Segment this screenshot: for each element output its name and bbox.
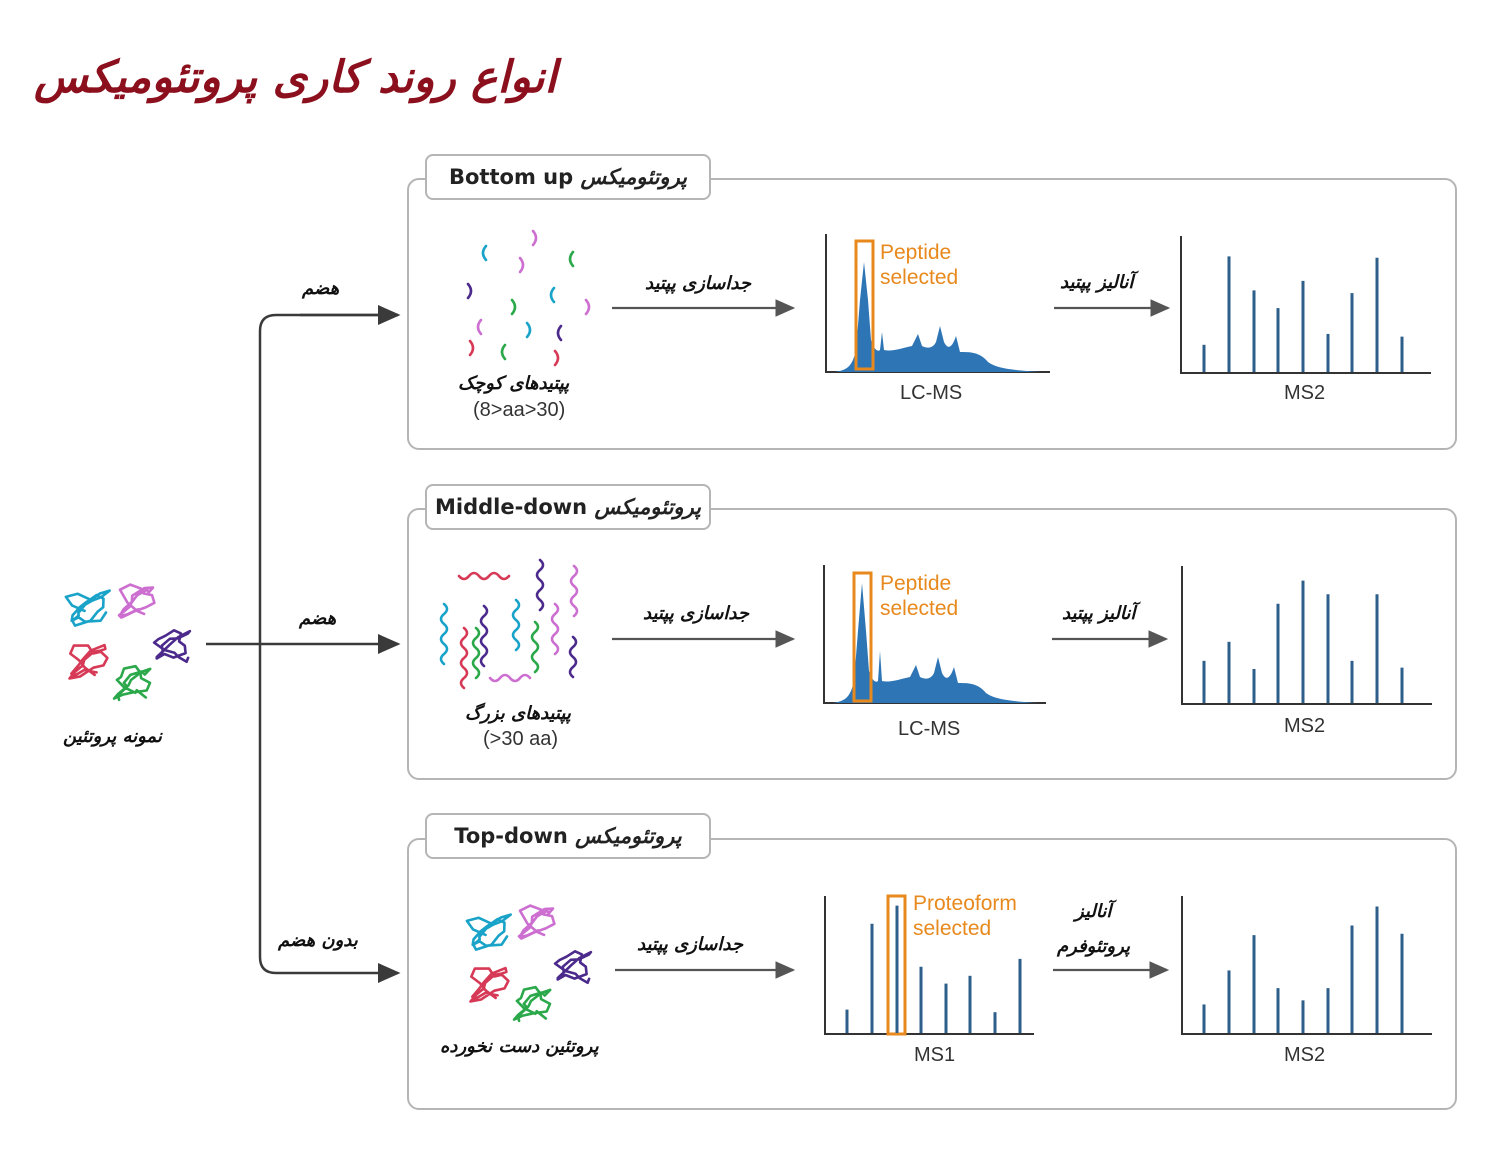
protein-strand: [469, 966, 510, 1003]
proteoform-selected-label: Proteoform selected: [913, 892, 1017, 940]
lcms-label: LC-MS: [898, 718, 961, 740]
panel-title-en: Bottom up: [449, 165, 574, 189]
small-peptides-range: (8>aa>30): [473, 399, 566, 421]
peptide-analysis-label: آنالیز پپتید: [1060, 272, 1134, 293]
chart-axis: [1181, 896, 1432, 1035]
page-title: انواع روند کاری پروتئومیکس: [34, 52, 557, 103]
peptide-analysis-label: آنالیز پپتید: [1062, 603, 1136, 624]
proteoform-analysis-label-line2: پروتئوفرم: [1057, 936, 1131, 957]
ms2-spectrum-bottom-up: [1180, 236, 1431, 374]
separation-label: جداسازی پپتید: [643, 603, 749, 624]
ms1-label: MS1: [914, 1044, 956, 1066]
peptide-fragment: [518, 256, 525, 274]
peptide-selected-highlight: [854, 239, 875, 371]
peptide-selected-label: Peptide selected: [880, 572, 959, 620]
peptide-strand: [535, 558, 545, 612]
peptide-strand: [569, 564, 579, 618]
protein-strand: [117, 583, 156, 619]
small-peptides-icon: [466, 229, 591, 367]
peptide-strand: [530, 620, 540, 674]
panel-top-down: [407, 838, 1457, 1110]
peptide-strand: [568, 635, 578, 679]
chart-axis: [1180, 236, 1431, 374]
panel-title-middle-down: Middle-down پروتئومیکس: [425, 484, 711, 530]
chart-axis: [1181, 566, 1432, 705]
protein-strand: [553, 950, 593, 985]
peptide-strand: [471, 626, 481, 680]
panel-title-bottom-up: Bottom up پروتئومیکس: [425, 154, 711, 200]
proteoform-analysis-label-line1: آنالیز: [1075, 901, 1112, 922]
ms2-spectrum-top-down: [1181, 896, 1432, 1035]
peptide-strand: [479, 604, 489, 668]
panel-title-fa: پروتئومیکس: [580, 165, 687, 189]
protein-strand: [64, 589, 111, 627]
panel-title-en: Top-down: [454, 824, 568, 848]
protein-strand: [152, 629, 192, 664]
peptide-selected-label: Peptide selected: [880, 241, 959, 289]
lcms-chart-middle-down: [823, 565, 1046, 704]
ms1-spectrum-top-down: [824, 894, 1034, 1036]
ms2-spectrum-middle-down: [1181, 566, 1432, 705]
peptide-fragment: [531, 229, 538, 247]
proteoform-selected-highlight: [886, 894, 907, 1036]
ms2-label: MS2: [1284, 1044, 1326, 1066]
branch-label-no-digestion: بدون هضم: [278, 930, 358, 951]
protein-strand: [512, 985, 552, 1023]
peptide-strand: [459, 626, 469, 690]
peptide-strand: [439, 602, 449, 666]
panel-bottom-up: [407, 178, 1457, 450]
peptide-fragment: [556, 324, 563, 342]
peptide-fragment: [553, 349, 560, 367]
peptide-fragment: [466, 282, 473, 300]
protein-sample-icon: [64, 583, 192, 702]
panel-title-top-down: Top-down پروتئومیکس: [425, 813, 711, 859]
peptide-strand: [550, 602, 560, 656]
protein-strand: [465, 913, 512, 951]
branch-label-digestion-top: هضم: [302, 278, 340, 299]
panel-middle-down: [407, 508, 1457, 780]
peptide-strand: [457, 571, 511, 581]
peptide-fragment: [468, 339, 475, 357]
intact-protein-label: پروتئین دست نخورده: [440, 1036, 599, 1057]
branch-label-digestion-middle: هضم: [299, 608, 337, 629]
peptide-fragment: [549, 286, 556, 304]
small-peptides-label: پپتیدهای کوچک: [458, 373, 570, 394]
panel-title-fa: پروتئومیکس: [575, 824, 682, 848]
large-peptides-range: (>30 aa): [483, 728, 559, 750]
peptide-fragment: [476, 318, 483, 336]
ms2-label: MS2: [1284, 382, 1326, 404]
protein-strand: [112, 664, 152, 702]
large-peptides-icon: [439, 558, 579, 690]
panel-title-en: Middle-down: [434, 495, 588, 519]
panel-title-fa: پروتئومیکس: [594, 495, 701, 519]
peptide-selected-highlight: [852, 571, 873, 703]
peptide-fragment: [525, 321, 532, 339]
separation-label: جداسازی پپتید: [645, 273, 751, 294]
peptide-fragment: [568, 250, 575, 268]
protein-strand: [68, 643, 109, 680]
intact-protein-icon: [465, 904, 593, 1023]
chart-axis: [824, 896, 1034, 1035]
separation-label: جداسازی پپتید: [637, 934, 743, 955]
peptide-fragment: [510, 298, 517, 316]
protein-sample-label: نمونه پروتئین: [63, 726, 162, 747]
peptide-strand: [511, 598, 521, 652]
peptide-fragment: [481, 244, 488, 262]
protein-strand: [517, 904, 556, 940]
peptide-strand: [488, 673, 532, 683]
peptide-fragment: [584, 298, 591, 316]
branch-connector: [206, 305, 401, 983]
peptide-fragment: [500, 343, 507, 361]
lcms-label: LC-MS: [900, 382, 963, 404]
ms2-label: MS2: [1284, 715, 1326, 737]
large-peptides-label: پپتیدهای بزرگ: [465, 703, 571, 724]
lcms-chart-bottom-up: [825, 234, 1050, 373]
